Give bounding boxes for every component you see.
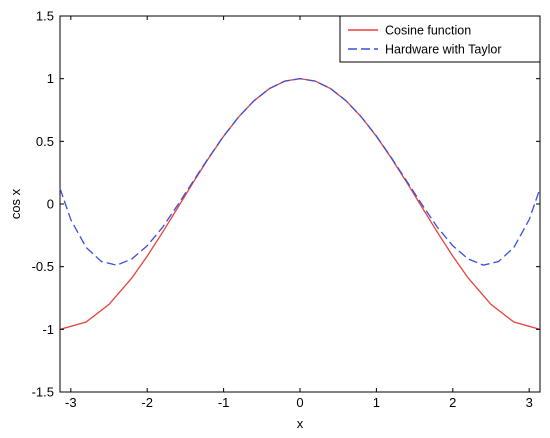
legend: Cosine function Hardware with Taylor [339, 15, 541, 63]
y-tick-label: 0.5 [36, 134, 54, 149]
legend-label-cosine-function: Cosine function [385, 24, 471, 38]
y-axis-label: cos x [8, 188, 23, 219]
tick-layer: -3 -2 -1 0 1 2 3 -1.5 -1 -0.5 0 0.5 1 1.5 [32, 9, 540, 410]
x-tick-label: 0 [296, 395, 303, 410]
y-tick-label: 1.5 [36, 9, 54, 24]
legend-box [339, 15, 541, 63]
series-layer [59, 78, 541, 330]
legend-label-hardware-with-taylor: Hardware with Taylor [385, 43, 501, 57]
x-axis-label: x [297, 416, 304, 431]
series-line-hardware-with-taylor [59, 78, 541, 266]
plot-area [59, 15, 541, 393]
x-tick-label: 2 [449, 395, 456, 410]
x-tick-label: -3 [65, 395, 77, 410]
y-tick-label: 0 [47, 197, 54, 212]
x-tick-label: 1 [373, 395, 380, 410]
y-tick-label: 1 [47, 71, 54, 86]
x-tick-label: 3 [526, 395, 533, 410]
y-tick-label: -0.5 [32, 259, 54, 274]
x-tick-label: -2 [141, 395, 153, 410]
y-tick-label: -1 [42, 322, 54, 337]
y-tick-label: -1.5 [32, 385, 54, 400]
x-tick-label: -1 [218, 395, 230, 410]
